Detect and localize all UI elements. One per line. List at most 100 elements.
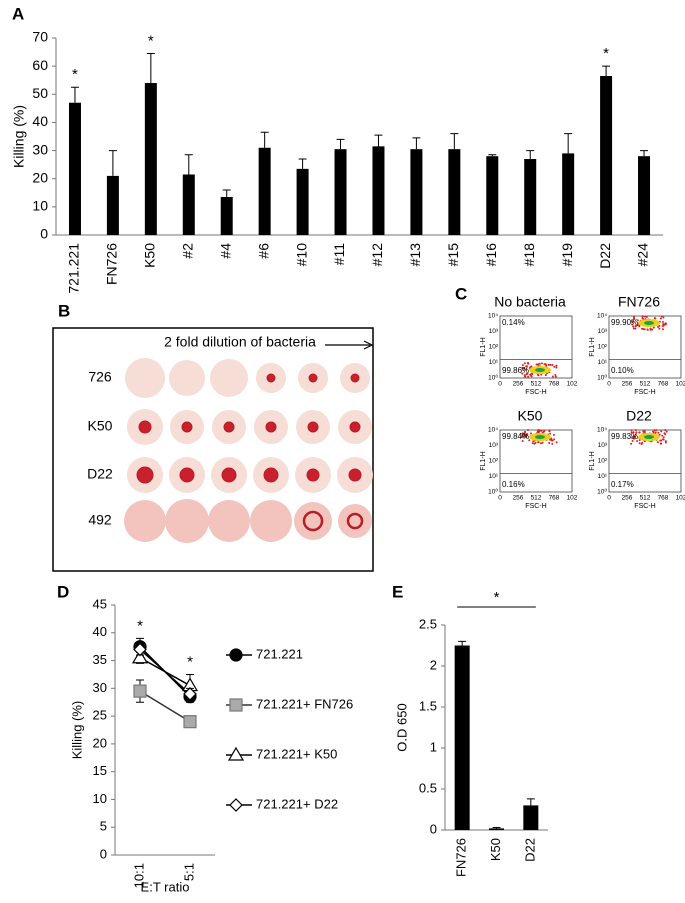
event-dot — [522, 435, 525, 438]
event-dot — [529, 432, 532, 435]
x-tick-label: 721.221 — [66, 243, 82, 294]
x-tick-label: #24 — [635, 243, 651, 267]
event-dot — [531, 442, 534, 445]
event-dot — [523, 432, 526, 435]
panel-letter: A — [12, 4, 24, 23]
event-dot — [634, 429, 637, 432]
y-tick-label: 2 — [430, 657, 437, 672]
event-dot — [656, 441, 659, 444]
well — [124, 500, 166, 542]
bar — [562, 153, 575, 235]
event-dot — [537, 441, 540, 444]
event-dot — [538, 362, 541, 365]
event-dot — [549, 438, 552, 441]
x-tick-label: #18 — [521, 243, 537, 267]
y-tick-label: 10⁴ — [597, 313, 607, 320]
event-dot — [521, 364, 524, 367]
series-line — [139, 648, 191, 695]
event-dot — [540, 429, 543, 432]
error-bar — [298, 158, 307, 169]
bar — [372, 146, 385, 235]
error-bar — [108, 150, 117, 176]
event-dot — [634, 324, 637, 327]
x-axis-label: FSC-H — [525, 389, 546, 396]
event-dot — [535, 363, 538, 366]
y-tick-label: 20 — [93, 735, 107, 750]
plot-title: FN726 — [618, 294, 660, 310]
legend-label: 721.221 — [256, 646, 303, 661]
well — [210, 359, 248, 397]
x-tick-label: 0 — [498, 381, 502, 388]
y-axis-label: FL1-H — [480, 451, 487, 470]
event-dot — [554, 374, 557, 377]
event-dot — [657, 431, 660, 434]
event-dot — [549, 432, 552, 435]
bar — [220, 197, 233, 235]
pellet — [266, 373, 276, 383]
x-tick-label: K50 — [488, 838, 503, 861]
x-tick-label: 102 — [676, 495, 685, 502]
event-dot — [540, 362, 543, 365]
x-tick-label: 768 — [658, 495, 669, 502]
pellet — [307, 421, 319, 433]
x-tick-label: #13 — [407, 243, 423, 267]
event-dot — [527, 429, 530, 432]
x-tick-label: #15 — [445, 243, 461, 267]
event-dot — [523, 431, 526, 434]
event-dot — [548, 430, 551, 433]
event-dot — [549, 363, 552, 366]
event-dot — [642, 430, 645, 433]
panel-letter: C — [455, 284, 467, 303]
y-tick-label: 10¹ — [489, 473, 499, 480]
y-tick-label: 10³ — [489, 328, 499, 335]
pellet — [302, 510, 324, 532]
event-dot — [636, 440, 639, 443]
x-tick-label: #2 — [179, 243, 195, 259]
y-tick-label: 0.5 — [419, 780, 437, 795]
event-dot — [651, 328, 654, 331]
event-dot — [551, 364, 554, 367]
bar — [489, 828, 504, 830]
event-dot — [630, 442, 633, 445]
event-dot — [542, 431, 545, 434]
y-axis-label: FL1-H — [589, 337, 596, 356]
x-tick-label: 0 — [607, 381, 611, 388]
event-dot — [533, 442, 536, 445]
event-dot — [521, 432, 524, 435]
event-dot — [524, 435, 527, 438]
legend-marker — [229, 648, 243, 662]
y-tick-label: 2.5 — [419, 616, 437, 631]
x-tick-label: 256 — [513, 495, 524, 502]
error-bar — [526, 150, 535, 160]
well — [125, 358, 165, 398]
y-tick-label: 10⁰ — [597, 374, 607, 382]
y-tick-label: 10¹ — [598, 359, 608, 366]
event-dot — [523, 366, 526, 369]
event-dot — [555, 364, 558, 367]
y-axis-label: FL1-H — [480, 337, 487, 356]
x-tick-label: #11 — [331, 243, 347, 266]
y-tick-label: 1.5 — [419, 698, 437, 713]
bar — [523, 805, 539, 830]
event-dot — [638, 442, 641, 445]
significance: * — [148, 32, 154, 49]
legend-label: 721.221+ K50 — [256, 746, 337, 761]
pellet — [265, 421, 277, 433]
y-tick-label: 10⁰ — [488, 374, 498, 382]
pellet — [221, 467, 237, 483]
event-dot — [526, 362, 529, 365]
pellet — [181, 421, 193, 433]
well — [169, 360, 205, 396]
event-dot — [664, 323, 667, 326]
x-tick-label: #10 — [293, 243, 309, 267]
x-tick-label: 102 — [567, 381, 578, 388]
event-dot — [525, 368, 528, 371]
event-dot — [555, 366, 558, 369]
y-tick-label: 0 — [40, 226, 48, 242]
event-dot — [554, 375, 557, 378]
event-dot — [530, 372, 533, 375]
marker — [133, 684, 147, 698]
event-dot — [643, 328, 646, 331]
error-bar — [146, 52, 155, 84]
x-tick-label: 768 — [549, 381, 560, 388]
